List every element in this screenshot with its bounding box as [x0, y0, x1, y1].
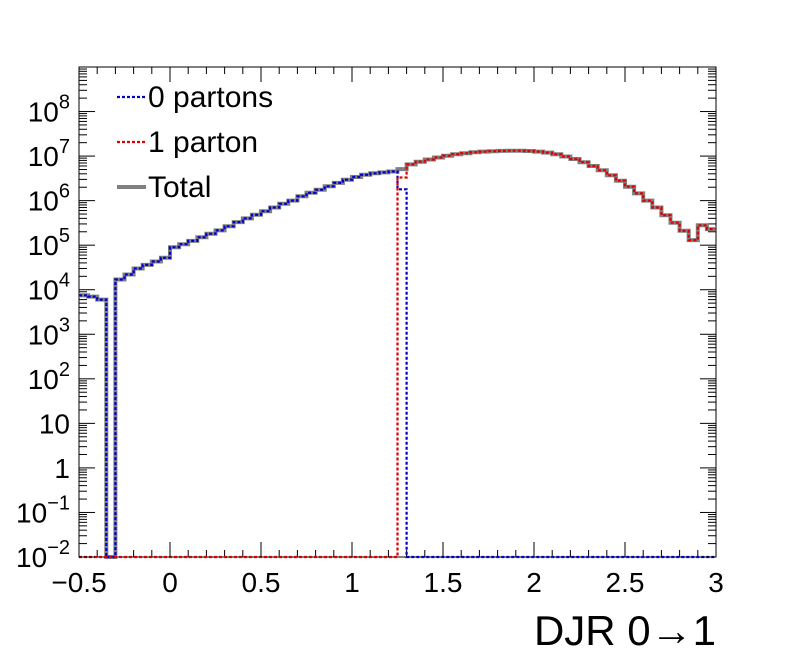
y-axis-ticks: 10−2 10−1 1 10 102 103 104 105 106 107 108 [16, 92, 716, 573]
x-tick-label: 2 [526, 567, 542, 598]
x-tick-label: 3 [708, 567, 724, 598]
x-axis-ticks: −0.5 0 0.5 1 1.5 2 2.5 3 [51, 67, 724, 598]
x-tick-label: 0.5 [242, 567, 281, 598]
plot-frame [78, 66, 717, 558]
y-tick-label: 104 [28, 270, 70, 306]
x-tick-label: 1.5 [424, 567, 463, 598]
y-tick-label: 10 [39, 408, 70, 439]
x-tick-label: −0.5 [51, 567, 106, 598]
y-tick-label: 106 [28, 181, 70, 217]
series-1-line [79, 149, 716, 559]
y-tick-label: 1 [54, 453, 70, 484]
legend-label-0: 0 partons [148, 81, 273, 114]
series-layer [79, 148, 716, 559]
legend-label-2: Total [148, 171, 211, 204]
y-tick-label: 10−2 [16, 537, 70, 573]
x-tick-label: 0 [162, 567, 178, 598]
legend-label-1: 1 parton [148, 126, 258, 159]
y-tick-label: 105 [28, 225, 70, 261]
y-tick-label: 103 [28, 314, 70, 350]
series-0-line [79, 170, 716, 559]
x-axis-title: DJR 0→1 [534, 607, 716, 654]
legend: 0 partons 1 parton Total [117, 81, 273, 204]
x-tick-label: 2.5 [606, 567, 645, 598]
x-tick-label: 1 [344, 567, 360, 598]
y-tick-label: 10−1 [16, 492, 70, 528]
y-tick-label: 107 [28, 136, 70, 172]
y-tick-label: 102 [28, 359, 70, 395]
y-tick-label: 108 [28, 92, 70, 128]
